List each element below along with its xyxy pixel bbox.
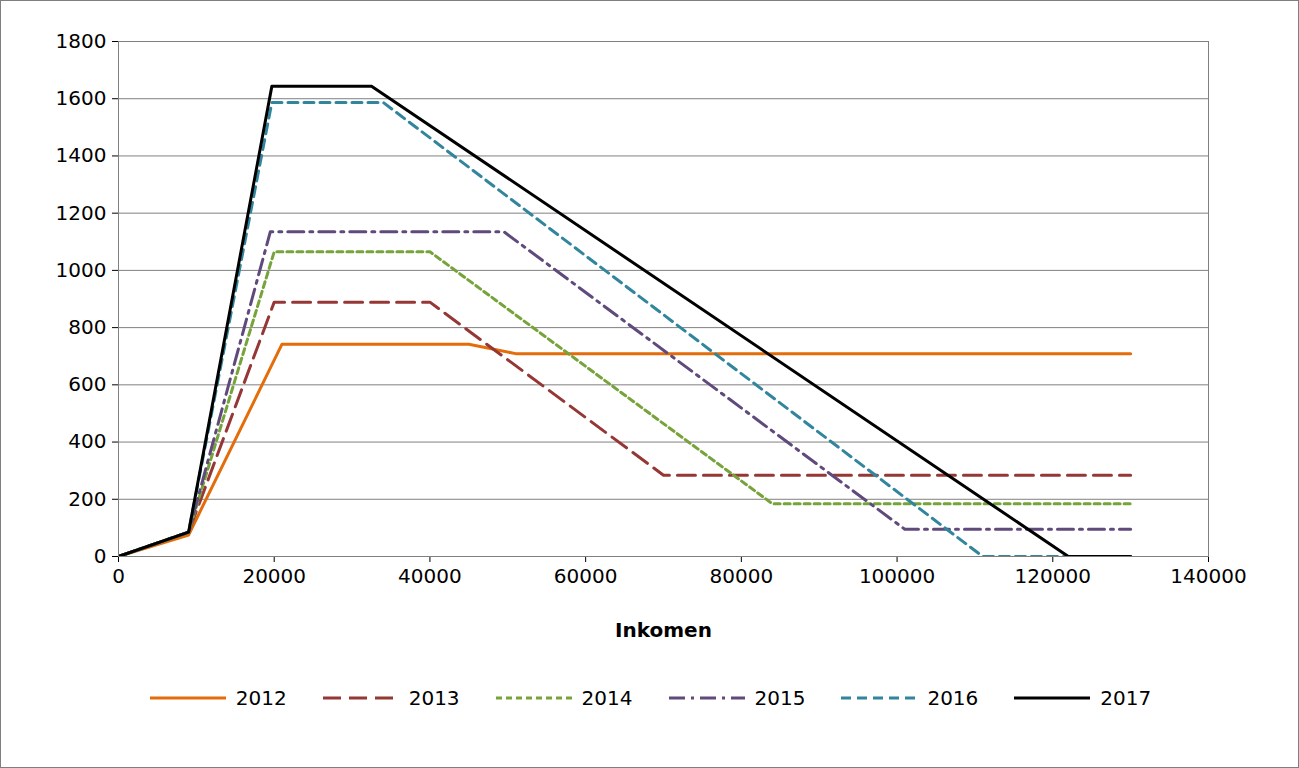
- svg-text:0: 0: [112, 564, 125, 588]
- svg-text:600: 600: [68, 372, 106, 396]
- svg-text:1600: 1600: [56, 86, 107, 110]
- svg-text:200: 200: [68, 487, 106, 511]
- svg-text:1400: 1400: [56, 143, 107, 167]
- html-text:2013: 2013: [408, 686, 460, 710]
- html-text:2012: 2012: [235, 686, 287, 710]
- svg-text:800: 800: [68, 315, 106, 339]
- svg-text:400: 400: [68, 429, 106, 453]
- html-text:2016: 2016: [927, 686, 979, 710]
- svg-text:20000: 20000: [242, 564, 306, 588]
- html-text:2017: 2017: [1100, 686, 1152, 710]
- svg-text:0: 0: [94, 544, 107, 568]
- svg-text:1000: 1000: [56, 258, 107, 282]
- svg-text:60000: 60000: [554, 564, 618, 588]
- svg-text:120000: 120000: [1015, 564, 1091, 588]
- svg-text:Inkomen: Inkomen: [615, 618, 712, 642]
- svg-text:1200: 1200: [56, 201, 107, 225]
- html-text:2014: 2014: [581, 686, 633, 710]
- svg-text:1800: 1800: [56, 29, 107, 53]
- svg-text:80000: 80000: [710, 564, 774, 588]
- svg-text:140000: 140000: [1170, 564, 1246, 588]
- html-text:2015: 2015: [754, 686, 806, 710]
- svg-text:100000: 100000: [859, 564, 935, 588]
- svg-text:40000: 40000: [398, 564, 462, 588]
